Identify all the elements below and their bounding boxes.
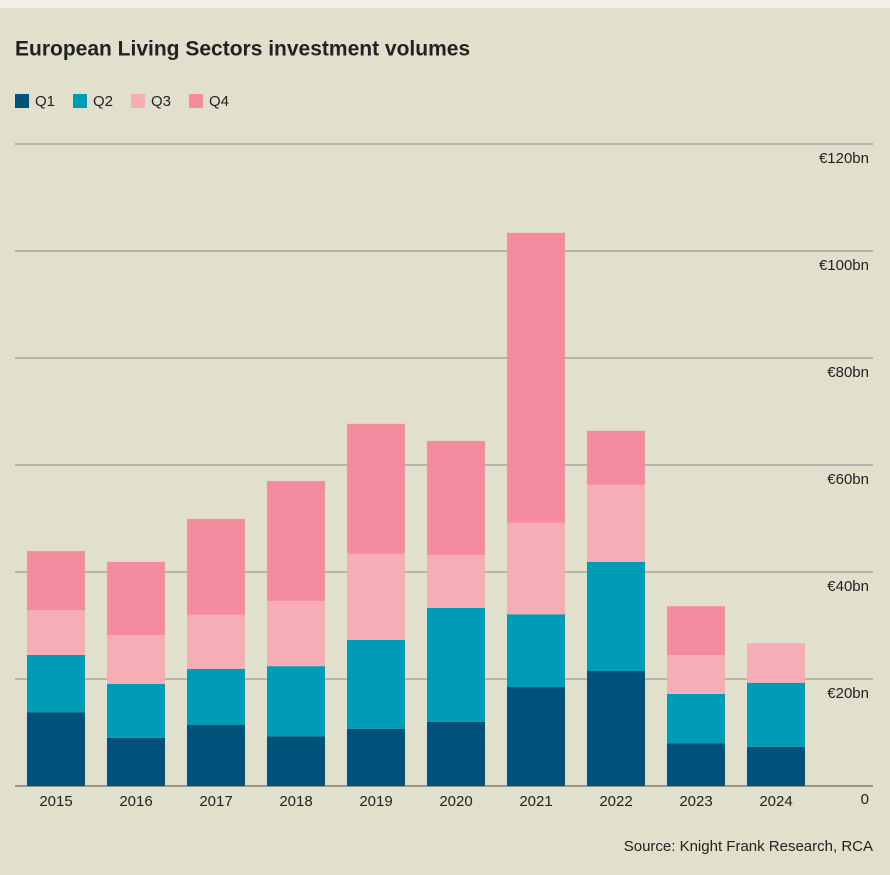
bar-segment (347, 553, 405, 640)
bar-segment (747, 643, 805, 683)
y-tick-label: 0 (861, 791, 869, 808)
x-tick-label: 2018 (279, 793, 312, 810)
bar-segment (747, 682, 805, 747)
bar-segment (27, 712, 85, 786)
y-tick-label: €60bn (827, 471, 869, 488)
bar-segment (587, 484, 645, 562)
bar-segment (427, 607, 485, 722)
bar-segment (507, 522, 565, 615)
bar-segment (667, 606, 725, 655)
x-tick-label: 2021 (519, 793, 552, 810)
bar-segment (427, 440, 485, 555)
bar-segment (427, 554, 485, 608)
bar-segment (507, 687, 565, 786)
y-tick-label: €100bn (819, 257, 869, 274)
x-tick-label: 2022 (599, 793, 632, 810)
bar-segment (587, 670, 645, 786)
bar-segment (587, 430, 645, 485)
bar-segment (267, 600, 325, 667)
bar-segment (187, 519, 245, 615)
x-tick-label: 2019 (359, 793, 392, 810)
bar-segment (747, 746, 805, 786)
bar-segment (587, 561, 645, 671)
bar-segment (107, 683, 165, 738)
bar-segment (667, 743, 725, 786)
chart-title: European Living Sectors investment volum… (15, 38, 470, 61)
bar-segment (267, 481, 325, 601)
bar-segment (27, 551, 85, 610)
bar-segment (187, 668, 245, 726)
legend-swatch (131, 94, 145, 108)
bar-segment (27, 654, 85, 713)
legend-swatch (189, 94, 203, 108)
legend-label: Q2 (93, 93, 113, 110)
bar-segment (27, 609, 85, 655)
x-tick-label: 2024 (759, 793, 792, 810)
x-tick-label: 2023 (679, 793, 712, 810)
bar-segment (667, 693, 725, 744)
legend-label: Q3 (151, 93, 171, 110)
bar-segment (267, 666, 325, 737)
x-tick-label: 2015 (39, 793, 72, 810)
legend-swatch (73, 94, 87, 108)
source: Source: Knight Frank Research, RCA (624, 838, 873, 855)
x-tick-label: 2020 (439, 793, 472, 810)
bar-segment (507, 232, 565, 523)
y-tick-label: €20bn (827, 685, 869, 702)
bar-segment (187, 725, 245, 786)
bar-segment (107, 737, 165, 786)
bar-segment (107, 561, 165, 636)
legend-label: Q4 (209, 93, 229, 110)
bar-segment (347, 728, 405, 786)
bar-segment (427, 721, 485, 786)
bar-segment (187, 614, 245, 669)
legend-swatch (15, 94, 29, 108)
bar-segment (347, 423, 405, 554)
bar-segment (267, 736, 325, 786)
x-tick-label: 2017 (199, 793, 232, 810)
y-tick-label: €80bn (827, 364, 869, 381)
bar-segment (667, 654, 725, 694)
top-strip (0, 0, 890, 8)
x-tick-label: 2016 (119, 793, 152, 810)
bar-segment (507, 614, 565, 688)
y-tick-label: €40bn (827, 578, 869, 595)
y-tick-label: €120bn (819, 150, 869, 167)
bar-segment (107, 635, 165, 684)
bar-segment (347, 639, 405, 729)
legend-label: Q1 (35, 93, 55, 110)
